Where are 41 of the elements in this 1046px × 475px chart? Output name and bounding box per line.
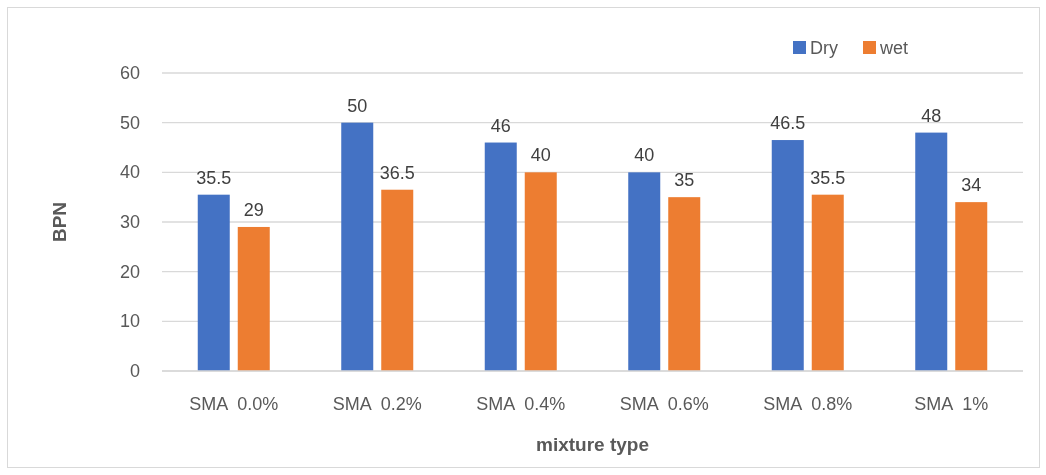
bar bbox=[341, 122, 374, 371]
data-label: 46 bbox=[490, 115, 511, 136]
x-tick-label: SMA 0.4% bbox=[476, 394, 566, 414]
data-label: 40 bbox=[634, 145, 655, 166]
bar bbox=[811, 194, 844, 371]
y-tick-label: 60 bbox=[119, 63, 140, 83]
x-tick-label: SMA 0.2% bbox=[332, 394, 422, 414]
data-label: 36.5 bbox=[379, 162, 415, 183]
y-tick-label: 50 bbox=[119, 112, 140, 133]
y-axis-title: BPN bbox=[49, 201, 70, 243]
y-tick-label: 10 bbox=[119, 311, 140, 332]
bar bbox=[668, 197, 701, 371]
x-tick-label: SMA 0.6% bbox=[619, 394, 709, 414]
x-axis-title: mixture type bbox=[536, 434, 649, 455]
data-label: 35.5 bbox=[810, 167, 846, 188]
bar bbox=[915, 132, 948, 371]
data-label: 35.5 bbox=[196, 167, 232, 188]
y-tick-label: 40 bbox=[119, 162, 140, 183]
x-tick-label: SMA 0.0% bbox=[189, 394, 279, 414]
data-label: 50 bbox=[347, 95, 368, 116]
data-label: 29 bbox=[243, 199, 264, 220]
bar bbox=[381, 189, 414, 371]
bar bbox=[628, 172, 661, 371]
bar bbox=[771, 140, 804, 371]
data-label: 46.5 bbox=[770, 113, 806, 134]
legend-label: wet bbox=[879, 38, 909, 58]
y-tick-label: 30 bbox=[119, 212, 140, 232]
bar bbox=[237, 226, 270, 371]
bar bbox=[524, 172, 557, 371]
bar bbox=[484, 142, 517, 371]
bar bbox=[955, 202, 988, 371]
x-tick-label: SMA 0.8% bbox=[763, 394, 853, 414]
data-label: 34 bbox=[961, 175, 982, 196]
legend-label: Dry bbox=[810, 38, 838, 58]
data-label: 35 bbox=[674, 170, 695, 191]
data-label: 40 bbox=[530, 145, 551, 166]
data-label: 48 bbox=[921, 105, 942, 126]
y-tick-label: 0 bbox=[129, 361, 140, 381]
bar bbox=[197, 194, 230, 371]
x-tick-label: SMA 1% bbox=[914, 394, 989, 414]
y-tick-label: 20 bbox=[119, 261, 140, 282]
